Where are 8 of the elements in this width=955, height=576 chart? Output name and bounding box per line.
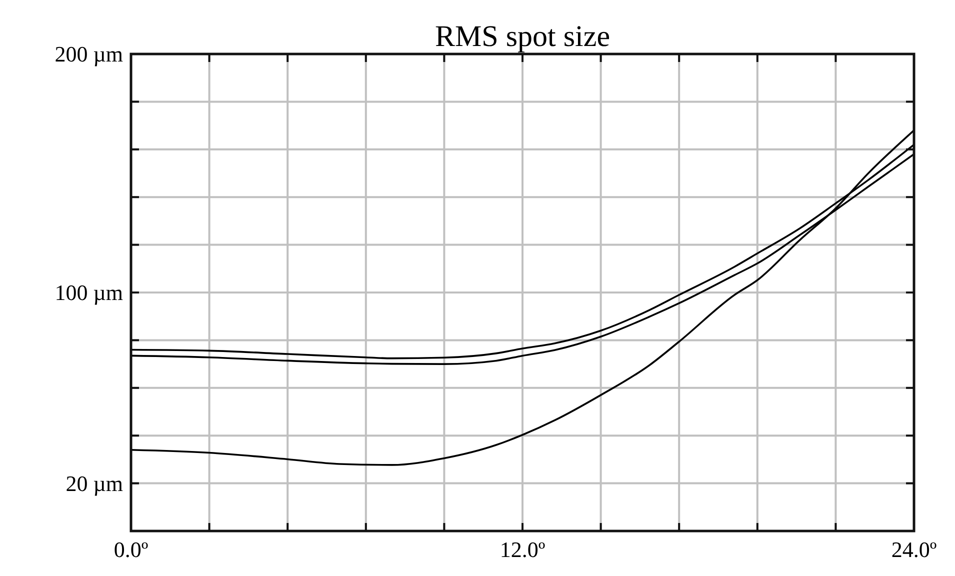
y-tick-label: 20 µm xyxy=(66,471,123,496)
line-series xyxy=(130,129,915,466)
chart-title: RMS spot size xyxy=(434,20,610,53)
x-tick-label: 24.0º xyxy=(891,537,937,562)
x-tick-label: 12.0º xyxy=(500,537,546,562)
y-tick-label: 200 µm xyxy=(54,42,123,67)
y-tick-label: 100 µm xyxy=(54,280,123,306)
x-tick-label: 0.0º xyxy=(114,537,148,562)
